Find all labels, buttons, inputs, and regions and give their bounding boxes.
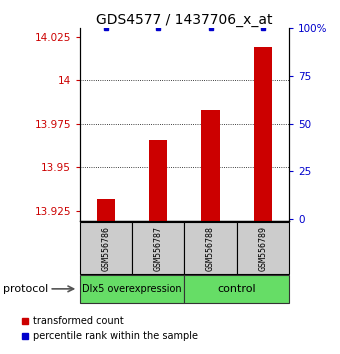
Bar <box>254 47 272 221</box>
Bar <box>132 222 185 274</box>
Bar <box>184 222 237 274</box>
Bar <box>201 110 220 221</box>
Bar <box>80 275 184 303</box>
Text: GSM556787: GSM556787 <box>154 225 163 271</box>
Legend: transformed count, percentile rank within the sample: transformed count, percentile rank withi… <box>22 316 198 341</box>
Bar <box>237 222 289 274</box>
Text: GSM556786: GSM556786 <box>102 225 110 271</box>
Bar <box>80 222 132 274</box>
Text: GSM556788: GSM556788 <box>206 225 215 271</box>
Text: Dlx5 overexpression: Dlx5 overexpression <box>82 284 182 294</box>
Title: GDS4577 / 1437706_x_at: GDS4577 / 1437706_x_at <box>96 13 273 27</box>
Bar <box>97 199 115 221</box>
Bar <box>149 139 168 221</box>
Text: GSM556789: GSM556789 <box>258 225 267 271</box>
Bar <box>184 275 289 303</box>
Text: protocol: protocol <box>3 284 49 294</box>
Text: control: control <box>217 284 256 294</box>
